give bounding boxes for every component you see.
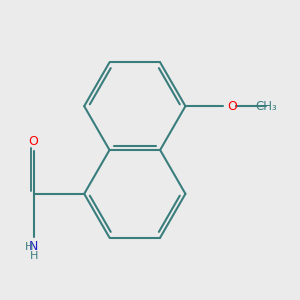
Text: O: O [227, 100, 237, 113]
Text: O: O [28, 135, 38, 148]
Text: H: H [29, 251, 38, 261]
Text: CH₃: CH₃ [256, 100, 277, 113]
Text: H: H [25, 242, 33, 251]
Text: N: N [29, 240, 38, 253]
